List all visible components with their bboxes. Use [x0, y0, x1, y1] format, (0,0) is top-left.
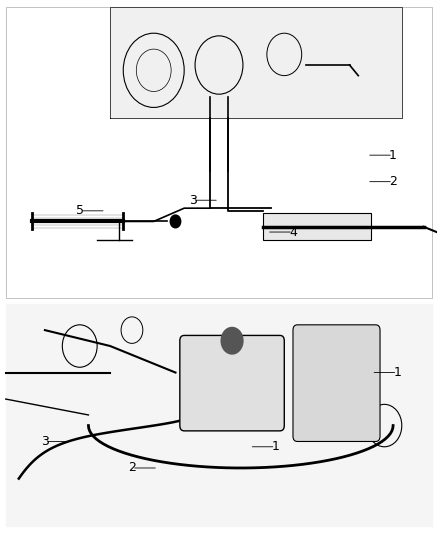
Text: 4: 4: [289, 225, 297, 239]
FancyBboxPatch shape: [6, 7, 432, 298]
Text: 2: 2: [128, 462, 136, 474]
Circle shape: [221, 327, 243, 354]
FancyBboxPatch shape: [293, 325, 380, 441]
Text: 5: 5: [76, 204, 84, 217]
Text: 1: 1: [272, 440, 279, 453]
FancyBboxPatch shape: [6, 304, 432, 526]
Text: 1: 1: [393, 366, 401, 379]
FancyBboxPatch shape: [262, 214, 371, 240]
Text: 1: 1: [389, 149, 397, 161]
Polygon shape: [6, 304, 432, 526]
Text: 2: 2: [389, 175, 397, 188]
FancyBboxPatch shape: [180, 335, 284, 431]
Polygon shape: [110, 7, 402, 118]
Text: 3: 3: [189, 193, 197, 207]
Text: 3: 3: [41, 435, 49, 448]
Circle shape: [170, 215, 181, 228]
